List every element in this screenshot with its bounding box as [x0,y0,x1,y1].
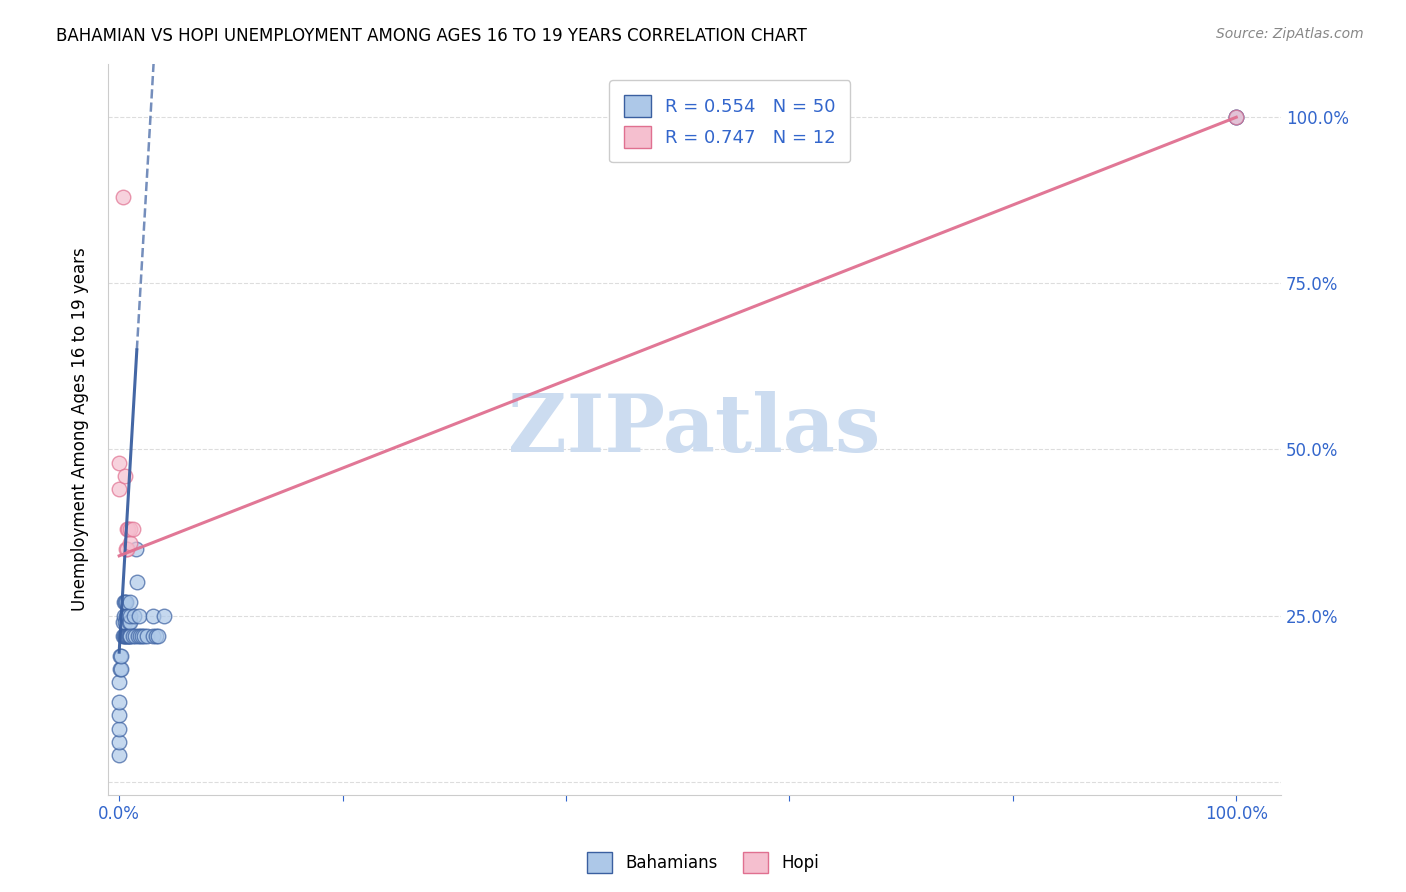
Text: BAHAMIAN VS HOPI UNEMPLOYMENT AMONG AGES 16 TO 19 YEARS CORRELATION CHART: BAHAMIAN VS HOPI UNEMPLOYMENT AMONG AGES… [56,27,807,45]
Point [120,595,142,609]
Text: Source: ZipAtlas.com: Source: ZipAtlas.com [1216,27,1364,41]
Point [142,629,165,643]
Point [115,542,138,557]
Point [125,575,148,590]
Point [115,542,138,557]
Point [108,748,131,763]
Point [120,522,142,536]
Point [115,595,138,609]
Point [1225,110,1247,124]
Point [125,542,148,557]
Point [115,522,138,536]
Point [131,629,153,643]
Point [117,522,139,536]
Point [128,608,150,623]
Point [145,629,167,643]
Point [114,595,136,609]
Point [122,608,145,623]
Point [111,615,134,630]
Point [115,629,138,643]
Point [120,615,142,630]
Point [132,629,155,643]
Point [136,629,159,643]
Point [115,608,138,623]
Point [114,469,136,483]
Point [110,662,132,676]
Point [112,595,135,609]
Point [110,662,132,676]
Point [108,675,131,690]
Point [108,456,131,470]
Point [129,629,152,643]
Text: ZIPatlas: ZIPatlas [509,391,880,468]
Point [148,629,170,643]
Legend: R = 0.554   N = 50, R = 0.747   N = 12: R = 0.554 N = 50, R = 0.747 N = 12 [609,80,851,162]
Point [108,695,131,709]
Point [118,629,141,643]
Point [114,629,136,643]
Point [108,735,131,749]
Point [120,535,142,549]
Point [108,708,131,723]
Point [121,522,143,536]
Point [110,648,132,663]
Legend: Bahamians, Hopi: Bahamians, Hopi [581,846,825,880]
Point [115,629,138,643]
Point [110,648,132,663]
Point [120,608,142,623]
Point [111,629,134,643]
Point [115,608,138,623]
Point [111,190,134,204]
Point [127,629,149,643]
Point [117,629,139,643]
Point [1225,110,1247,124]
Point [117,608,139,623]
Point [112,608,135,623]
Point [118,615,141,630]
Y-axis label: Unemployment Among Ages 16 to 19 years: Unemployment Among Ages 16 to 19 years [72,248,89,611]
Point [153,608,176,623]
Point [120,629,142,643]
Point [142,608,165,623]
Point [114,615,136,630]
Point [112,629,135,643]
Point [108,722,131,736]
Point [108,483,131,497]
Point [121,629,143,643]
Point [1225,110,1247,124]
Point [120,629,142,643]
Point [124,629,146,643]
